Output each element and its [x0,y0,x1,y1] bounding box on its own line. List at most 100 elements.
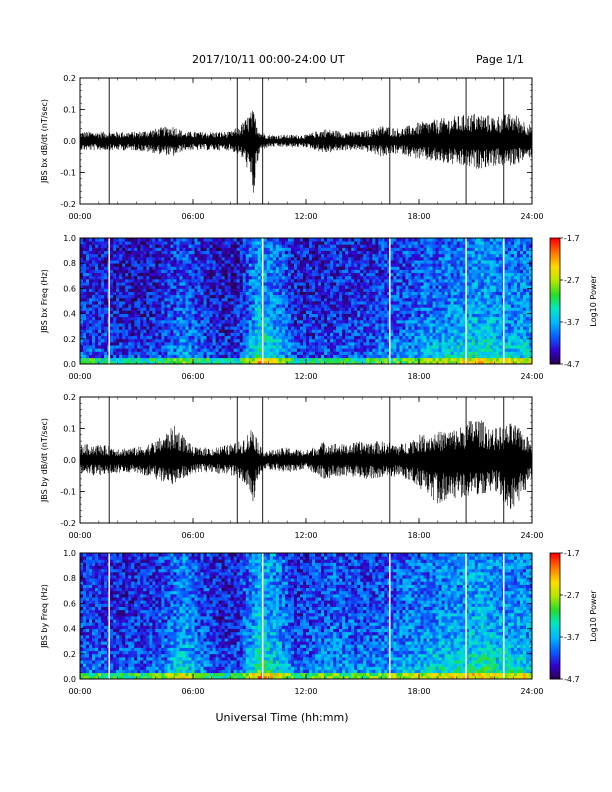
spectrogram-cell [411,326,415,330]
spectrogram-cell [417,326,421,330]
spectrogram-cell [152,354,156,359]
spectrogram-cell [366,316,370,321]
spectrogram-cell [254,329,259,333]
spectrogram-cell [98,272,102,277]
spectrogram-cell [299,253,304,258]
spectrogram-cell [206,304,210,308]
spectrogram-cell [116,338,120,343]
spectrogram-cell [408,288,412,292]
spectrogram-cell [137,297,141,302]
spectrogram-cell [402,256,406,261]
spectrogram-cell [366,253,370,258]
spectrogram-cell [254,348,259,352]
spectrogram-cell [245,253,250,258]
spectrogram-cell [281,310,286,314]
spectrogram-cell [272,260,277,264]
spectrogram-cell [143,241,147,245]
spectrogram-cell [330,338,334,343]
spectrogram-cell [83,351,87,355]
spectrogram-cell [257,304,262,308]
spectrogram-cell [134,307,138,311]
spectrogram-cell [212,310,216,314]
spectrogram-cell [98,329,102,333]
spectrogram-cell [227,319,232,324]
spectrogram-cell [408,326,412,330]
spectrogram-cell [384,326,388,330]
spectrogram-cell [80,332,84,337]
spectrogram-cell [396,282,400,286]
spectrogram-cell [429,266,433,270]
spectrogram-cell [417,266,421,270]
spectrogram-cell [230,348,235,352]
spectrogram-cell [315,341,319,346]
spectrogram-cell [411,335,415,340]
spectrogram-cell [203,250,207,255]
spectrogram-cell [348,354,352,359]
spectrogram-cell [302,244,307,248]
spectrogram-cell [290,269,295,274]
spectrogram-cell [176,275,180,280]
spectrogram-cell [333,345,337,349]
spectrogram-cell [164,294,168,299]
spectrogram-cell [351,301,355,305]
spectrogram-cell [92,253,96,258]
spectrogram-cell [432,316,436,321]
spectrogram-cell [104,275,108,280]
spectrogram-cell [200,285,204,289]
spectrogram-cell [327,291,331,296]
spectrogram-cell [221,301,226,305]
spectrogram-cell [441,294,446,299]
spectrogram-cell [281,250,286,255]
spectrogram-cell [309,326,313,330]
spectrogram-cell [137,278,141,283]
spectrogram-cell [281,307,286,311]
spectrogram-cell [266,288,271,292]
spectrogram-cell [209,338,213,343]
spectrogram-cell [429,348,433,352]
spectrogram-cell [417,348,421,352]
spectrogram-cell [402,297,406,302]
spectrogram-cell [342,285,346,289]
spectrogram-cell [173,338,177,343]
spectrogram-cell [188,278,192,283]
spectrogram-cell [86,301,90,305]
spectrogram-cell [164,326,168,330]
spectrogram-cell [188,272,192,277]
spectrogram-cell [296,301,301,305]
spectrogram-cell [215,263,220,267]
spectrogram-cell [327,360,331,365]
spectrogram-cell [324,297,328,302]
spectrogram-cell [161,326,165,330]
spectrogram-cell [272,351,277,355]
spectrogram-cell [164,360,168,365]
spectrogram-cell [218,263,223,267]
spectrogram-cell [113,354,117,359]
spectrogram-cell [369,291,373,296]
spectrogram-cell [122,247,126,251]
spectrogram-cell [176,266,180,270]
spectrogram-cell [194,275,198,280]
spectrogram-cell [86,260,90,264]
spectrogram-cell [209,335,213,340]
spectrogram-cell [191,335,195,340]
spectrogram-cell [287,326,292,330]
spectrogram-cell [179,253,183,258]
spectrogram-cell [125,256,129,261]
spectrogram-cell [89,238,93,242]
spectrogram-cell [420,304,424,308]
spectrogram-cell [83,332,87,337]
spectrogram-cell [381,332,385,337]
spectrogram-cell [315,288,319,292]
spectrogram-cell [152,301,156,305]
spectrogram-cell [429,335,433,340]
spectrogram-cell [143,250,147,255]
spectrogram-cell [257,285,262,289]
spectrogram-cell [101,319,105,324]
spectrogram-cell [321,338,325,343]
spectrogram-cell [122,288,126,292]
spectrogram-cell [339,275,343,280]
spectrogram-cell [173,238,177,242]
spectrogram-cell [384,269,388,274]
spectrogram-cell [357,335,361,340]
spectrogram-cell [290,244,295,248]
